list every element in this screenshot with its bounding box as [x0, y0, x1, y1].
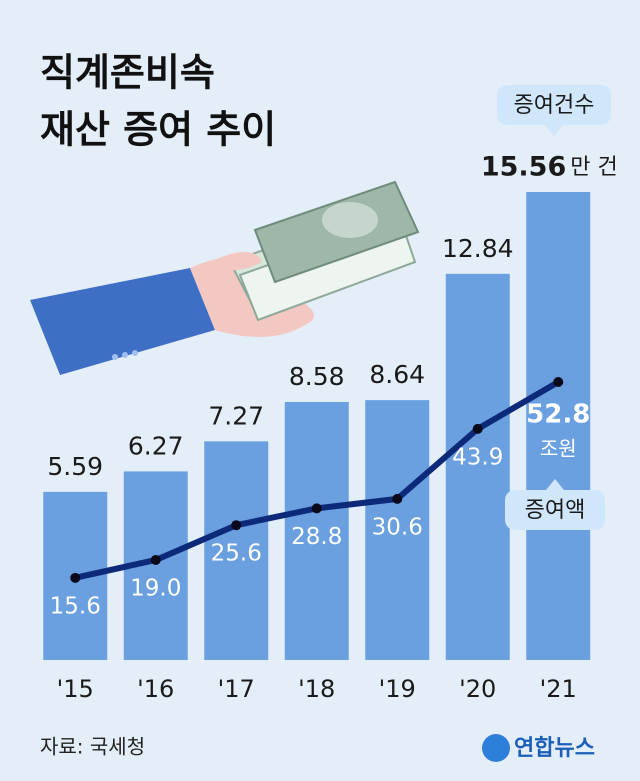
legend-pointer — [546, 479, 564, 490]
unit-label: 만 건 — [570, 155, 617, 180]
bar-value-label: 8.58 — [289, 362, 345, 391]
line-point — [231, 520, 242, 531]
legend-pointer — [545, 125, 563, 136]
illustration — [30, 180, 420, 375]
bar — [526, 192, 591, 660]
x-tick-label: '20 — [459, 675, 496, 703]
line-point — [392, 493, 403, 504]
x-tick-label: '16 — [137, 675, 174, 703]
bar-value-label: 8.64 — [369, 360, 425, 389]
line-value-label: 52.8 — [526, 400, 590, 430]
line-point — [150, 554, 161, 565]
bar-value-label: 7.27 — [208, 401, 264, 430]
bar — [284, 401, 349, 660]
line-value-label: 28.8 — [291, 524, 342, 550]
bar-value-label: 15.56 — [481, 152, 566, 183]
line-point — [553, 377, 564, 387]
source: 자료: 국세청 — [40, 735, 145, 759]
bar-value-label: 12.84 — [442, 234, 514, 263]
bar — [365, 400, 430, 660]
x-tick-label: '21 — [540, 675, 577, 703]
title-line: 직계존비속 — [40, 51, 215, 95]
legend-bubble — [505, 490, 605, 530]
bar — [445, 273, 510, 660]
x-tick-label: '17 — [218, 675, 255, 703]
bar-value-label: 6.27 — [128, 431, 184, 460]
line-value-label: 19.0 — [130, 575, 181, 601]
logo-text: 연합뉴스 — [514, 735, 595, 761]
legend-bubble — [497, 85, 611, 125]
line-point — [70, 572, 81, 583]
x-tick-label: '19 — [379, 675, 416, 703]
line-value-label: 43.9 — [452, 444, 503, 470]
unit-label: 조원 — [540, 437, 577, 461]
legend-label: 증여건수 — [514, 93, 595, 118]
line-value-label: 15.6 — [50, 593, 101, 619]
title-line: 재산 증여 추이 — [40, 108, 276, 152]
line-value-label: 30.6 — [372, 514, 423, 540]
line-point — [311, 503, 322, 514]
bar — [204, 441, 269, 660]
bar-value-label: 5.59 — [47, 452, 103, 481]
line-value-label: 25.6 — [211, 541, 262, 567]
logo-icon — [482, 734, 510, 762]
x-tick-label: '18 — [298, 675, 335, 703]
x-tick-label: '15 — [57, 675, 94, 703]
line-point — [472, 423, 483, 434]
legend-label: 증여액 — [525, 498, 586, 523]
